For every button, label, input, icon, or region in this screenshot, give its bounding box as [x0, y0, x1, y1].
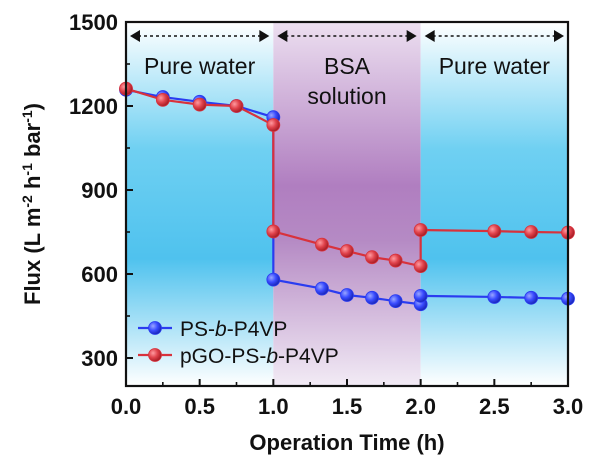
y-axis-label-text: h: [20, 176, 45, 196]
x-tick-label-1: 0.5: [184, 394, 215, 419]
series-0-point-12: [487, 290, 502, 304]
series-1-point-5: [266, 224, 281, 239]
series-0-point-13: [524, 290, 539, 305]
background-regions: [126, 22, 568, 386]
x-tick-label-2: 1.0: [258, 394, 289, 419]
series-1-point-4: [266, 118, 281, 132]
series-1-point-1: [155, 92, 170, 107]
legend-1-label-part: b: [266, 345, 278, 368]
region-0-label-line-0: Pure water: [144, 53, 256, 79]
y-axis-label: Flux (L m-2 h-1 bar-1): [19, 103, 45, 305]
y-tick-label-4: 1500: [69, 10, 118, 35]
legend-0-label: PS-b-P4VP: [180, 318, 287, 341]
x-tick-label-4: 2.0: [405, 394, 436, 419]
legend-0-label-part: -P4VP: [227, 318, 288, 341]
x-tick-label-3: 1.5: [332, 394, 363, 419]
series-1-point-10: [413, 259, 428, 274]
legend-0-label-part: b: [215, 318, 227, 341]
axes: 0.0 0.5 1.0 1.5 2.0 2.5 3.0 300 600 900 1200 1500 Op…: [19, 10, 583, 455]
region-0-arrow-head-left: [130, 30, 140, 42]
region-1-background: [273, 22, 421, 386]
x-tick-label-6: 3.0: [553, 394, 584, 419]
region-2-arrow-head-right: [554, 30, 564, 42]
series-1-point-8: [365, 250, 379, 265]
series-1-point-3: [229, 99, 244, 113]
y-tick-label-1: 600: [81, 262, 118, 287]
legend-1-marker: [148, 348, 162, 362]
legend-0-label-part: PS-: [180, 318, 215, 341]
legend-0-marker: [148, 321, 162, 335]
region-0-arrow-head-right: [259, 30, 270, 42]
region-2-label-line-0: Pure water: [439, 53, 551, 79]
y-tick-label-2: 900: [81, 178, 118, 203]
y-axis-label-superscript: -1: [19, 163, 35, 176]
y-tick-label-3: 1200: [69, 94, 118, 119]
series-0-point-6: [315, 281, 329, 296]
series-1-point-7: [340, 244, 354, 258]
legend-1-label: pGO-PS-b-P4VP: [180, 345, 339, 368]
y-axis-label-superscript: -2: [19, 195, 35, 208]
region-1-label-line-1: solution: [307, 83, 386, 109]
series-0-point-5: [266, 272, 281, 287]
series-0-point-7: [340, 288, 354, 302]
series-1-point-9: [388, 253, 403, 268]
series-0-point-11: [413, 288, 428, 303]
legend-1-label-part: pGO-PS-: [180, 345, 266, 368]
series-1-point-13: [524, 225, 539, 239]
series-1-point-12: [487, 224, 502, 239]
region-2-background: [420, 22, 568, 386]
series-1-point-6: [315, 237, 329, 252]
region-1-arrow-head-left: [277, 30, 288, 42]
y-axis-label-text: Flux (L m: [20, 208, 45, 305]
y-axis-label-text: ): [20, 103, 45, 110]
region-annotations: Pure water BSA solution Pure water: [130, 30, 564, 109]
series-1-point-11: [413, 223, 428, 237]
region-2-arrow-head-left: [424, 30, 435, 42]
series-0-point-9: [388, 294, 403, 309]
series-1-point-2: [192, 97, 207, 112]
region-1-arrow-head-right: [406, 30, 417, 42]
x-axis-label: Operation Time (h): [249, 430, 444, 455]
y-tick-label-0: 300: [81, 346, 118, 371]
series-0-point-8: [365, 290, 379, 305]
x-tick-label-5: 2.5: [479, 394, 510, 419]
y-axis-label-text: bar: [20, 122, 45, 163]
legend-1-label-part: -P4VP: [278, 345, 339, 368]
region-1-label-line-0: BSA: [324, 53, 371, 79]
x-tick-label-0: 0.0: [111, 394, 142, 419]
y-axis-label-superscript: -1: [19, 110, 35, 123]
